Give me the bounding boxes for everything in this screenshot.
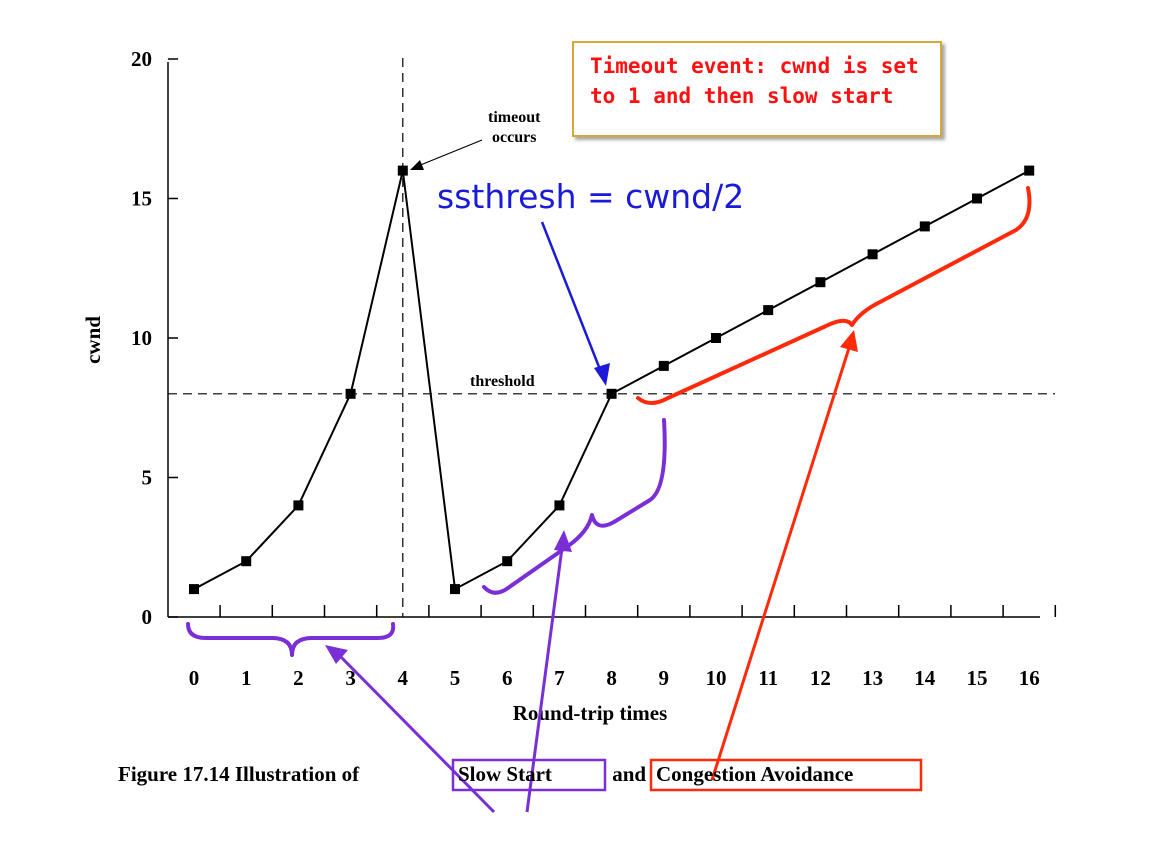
cwnd-point <box>919 221 930 232</box>
slow-start-arrow-up <box>525 547 564 813</box>
x-tick-label: 7 <box>554 666 565 690</box>
x-tick-label: 3 <box>345 666 356 690</box>
cwnd-points <box>189 165 1035 595</box>
cwnd-point <box>293 500 304 511</box>
congestion-avoidance-brace <box>636 186 1032 405</box>
cwnd-point <box>502 556 513 567</box>
timeout-pointer-arrowhead <box>410 160 424 170</box>
timeout-event-callout: Timeout event: cwnd is set to 1 and then… <box>572 41 942 137</box>
x-tick-label: 5 <box>450 666 461 690</box>
x-tick-label: 8 <box>606 666 617 690</box>
ssthresh-arrow <box>540 221 603 373</box>
y-tick-label: 0 <box>142 605 153 629</box>
congestion-avoidance-arrow <box>710 347 851 781</box>
caption-slow-start: Slow Start <box>458 762 552 786</box>
cwnd-point <box>450 584 460 595</box>
cwnd-point <box>867 249 878 260</box>
caption-prefix: Figure 17.14 Illustration of <box>118 762 360 786</box>
x-tick-label: 1 <box>241 666 252 690</box>
x-tick-label: 14 <box>914 666 936 690</box>
y-tick-label: 5 <box>142 466 153 490</box>
x-tick-label: 10 <box>706 666 727 690</box>
cwnd-point <box>815 277 826 288</box>
timeout-event-line1: Timeout event: cwnd is set <box>590 54 919 78</box>
x-ticks: 0 1 2 3 4 5 6 7 8 9 10 11 12 13 14 15 16 <box>189 605 1057 690</box>
cwnd-point <box>763 305 774 316</box>
x-tick-label: 16 <box>1019 666 1040 690</box>
cwnd-point <box>972 193 982 204</box>
threshold-label: threshold <box>470 373 535 390</box>
cwnd-point <box>397 165 408 176</box>
x-tick-label: 12 <box>810 666 831 690</box>
slow-start-arrowhead-left <box>325 645 348 664</box>
y-tick-label: 20 <box>131 47 152 71</box>
timeout-label-line2: occurs <box>492 129 536 146</box>
cwnd-point <box>554 500 565 511</box>
axes <box>167 62 1040 618</box>
x-tick-label: 4 <box>398 666 409 690</box>
y-axis-label: cwnd <box>81 316 105 364</box>
y-ticks: 0 5 10 15 20 <box>131 47 178 629</box>
x-tick-label: 0 <box>189 666 200 690</box>
slow-start-highlight-box <box>451 758 607 792</box>
x-tick-label: 13 <box>862 666 883 690</box>
x-tick-label: 11 <box>758 666 778 690</box>
cwnd-point <box>658 360 669 371</box>
figure-caption: Figure 17.14 Illustration of <box>118 762 360 786</box>
slow-start-brace-2 <box>482 418 667 595</box>
x-axis-label: Round-trip times <box>513 701 668 725</box>
x-tick-label: 2 <box>293 666 304 690</box>
slow-start-brace-1 <box>186 622 396 657</box>
x-tick-label: 15 <box>967 666 988 690</box>
cwnd-series-line <box>193 169 1030 591</box>
ssthresh-label: ssthresh = cwnd/2 <box>437 177 744 216</box>
congestion-avoidance-arrowhead <box>840 330 858 352</box>
x-tick-label: 9 <box>659 666 670 690</box>
cwnd-point <box>1024 165 1035 176</box>
timeout-pointer-arrow <box>417 139 483 167</box>
timeout-event-line2: to 1 and then slow start <box>590 84 894 108</box>
x-tick-label: 6 <box>502 666 513 690</box>
cwnd-point <box>606 388 617 399</box>
congestion-avoidance-highlight-box <box>649 758 923 792</box>
caption-congestion-avoidance: Congestion Avoidance <box>656 762 853 786</box>
y-tick-label: 15 <box>131 187 152 211</box>
slow-start-arrow-left <box>338 654 496 814</box>
caption-and: and <box>607 762 651 786</box>
y-tick-label: 10 <box>131 326 152 350</box>
ssthresh-arrowhead <box>594 363 610 386</box>
cwnd-point <box>711 333 721 343</box>
timeout-label-line1: timeout <box>488 109 541 126</box>
cwnd-point <box>241 556 252 567</box>
slow-start-arrowhead-up <box>554 530 572 552</box>
cwnd-point <box>345 388 356 399</box>
cwnd-point <box>189 584 199 595</box>
